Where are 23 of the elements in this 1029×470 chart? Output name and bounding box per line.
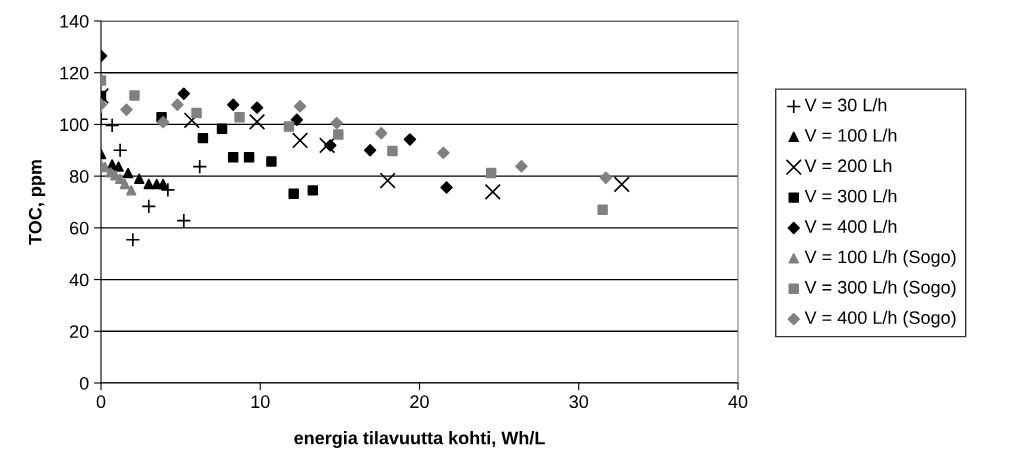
x-axis-title: energia tilavuutta kohti, Wh/L — [294, 431, 545, 448]
y-tick-label: 0 — [79, 376, 89, 390]
x-tick-label: 20 — [410, 395, 429, 409]
y-tick-label: 80 — [69, 170, 89, 183]
legend-label: V = 30 L/h — [804, 98, 887, 112]
x-tick-label: 30 — [569, 395, 589, 409]
y-tick-label: 20 — [70, 325, 89, 339]
y-axis-title: TOC, ppm — [28, 160, 46, 245]
y-tick-label: 40 — [69, 273, 89, 287]
legend-label: V = 300 L/h — [804, 189, 897, 203]
legend-label: V = 400 L/h (Sogo) — [804, 310, 956, 328]
y-tick-label: 100 — [60, 118, 89, 132]
legend-label: V = 200 Lh — [804, 158, 892, 173]
y-tick-label: 140 — [60, 14, 89, 28]
legend-label: V = 300 L/h (Sogo) — [804, 280, 956, 298]
x-tick-label: 40 — [728, 395, 748, 409]
legend-label: V = 400 L/h — [804, 219, 897, 233]
x-tick-label: 10 — [251, 395, 270, 409]
y-tick-label: 120 — [60, 66, 89, 80]
y-tick-label: 60 — [70, 221, 89, 235]
legend-label: V = 100 L/h (Sogo) — [804, 250, 956, 267]
x-tick-label: 0 — [96, 395, 106, 409]
legend-label: V = 100 L/h — [804, 128, 897, 142]
